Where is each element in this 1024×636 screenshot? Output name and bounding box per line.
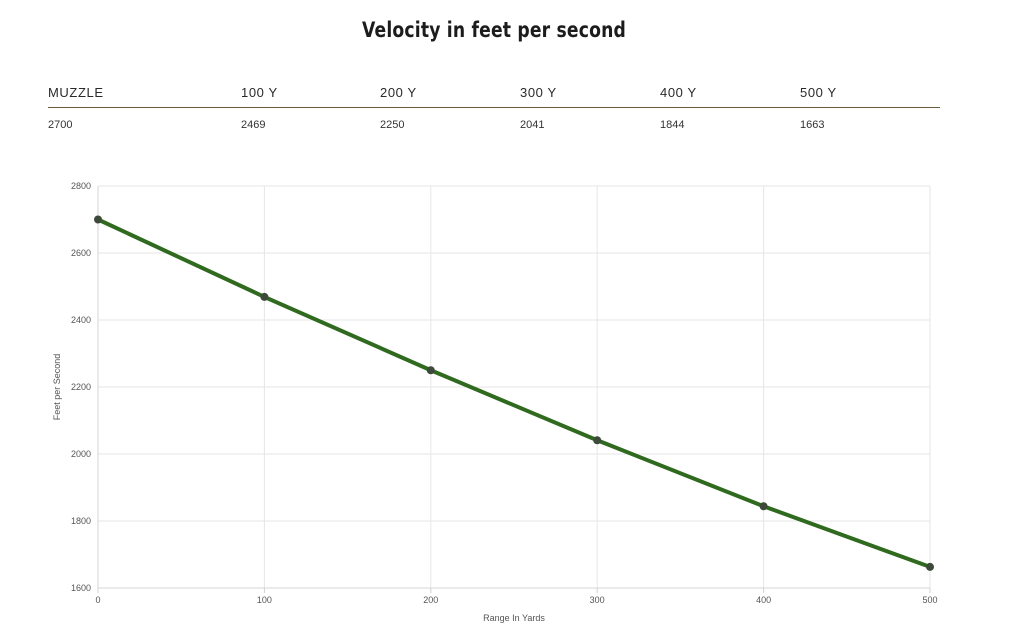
x-tick-label: 200: [423, 595, 438, 605]
y-tick-label: 2400: [71, 315, 91, 325]
velocity-value-300y: 2041: [520, 119, 545, 131]
velocity-value-400y: 1844: [660, 119, 685, 131]
column-header-100y: 100 Y: [241, 85, 278, 100]
data-point: [593, 436, 602, 445]
y-tick-label: 2200: [71, 382, 91, 392]
column-header-500y: 500 Y: [800, 85, 837, 100]
x-tick-label: 400: [756, 595, 771, 605]
column-header-200y: 200 Y: [380, 85, 417, 100]
y-tick-label: 1800: [71, 516, 91, 526]
y-tick-label: 1600: [71, 583, 91, 593]
y-axis-title: Feet per Second: [52, 354, 62, 421]
column-header-muzzle: MUZZLE: [48, 85, 104, 100]
data-point: [94, 215, 102, 224]
velocity-value-200y: 2250: [380, 119, 405, 131]
velocity-value-muzzle: 2700: [48, 119, 73, 131]
data-point: [926, 562, 934, 571]
velocity-value-500y: 1663: [800, 119, 825, 131]
series-layer: [96, 217, 932, 569]
x-tick-label: 100: [257, 595, 272, 605]
column-header-400y: 400 Y: [660, 85, 697, 100]
y-tick-label: 2800: [71, 181, 91, 191]
series-line: [96, 217, 932, 569]
column-header-300y: 300 Y: [520, 85, 557, 100]
x-tick-label: 500: [922, 595, 937, 605]
axes: [97, 186, 931, 593]
y-tick-label: 2000: [71, 449, 91, 459]
velocity-table-row: 2700 2469 2250 2041 1844 1663: [48, 119, 940, 143]
grid-lines: [97, 185, 931, 589]
velocity-table: MUZZLE 100 Y 200 Y 300 Y 400 Y 500 Y 270…: [48, 82, 940, 143]
marker-layer: [94, 215, 934, 571]
x-tick-label: 300: [590, 595, 605, 605]
tick-labels: 1600 1800 2000 2200 2400 2600 2800 0 100 200 300 40…: [71, 181, 938, 605]
data-point: [426, 366, 435, 375]
velocity-value-100y: 2469: [241, 119, 266, 131]
page-title: Velocity in feet per second: [361, 18, 627, 42]
data-point: [759, 502, 768, 511]
y-tick-label: 2600: [71, 248, 91, 258]
x-axis-title: Range In Yards: [483, 613, 545, 623]
x-tick-label: 0: [95, 595, 100, 605]
data-point: [260, 292, 269, 301]
velocity-table-header: MUZZLE 100 Y 200 Y 300 Y 400 Y 500 Y: [48, 82, 940, 108]
